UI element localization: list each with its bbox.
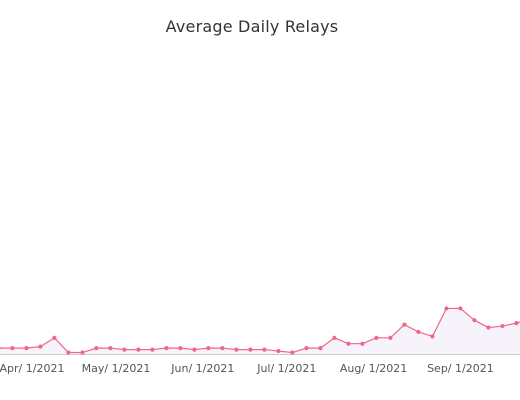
data-point [360,341,365,346]
data-point [472,318,477,323]
data-point [206,346,211,351]
data-point [178,346,183,351]
data-point [444,306,449,311]
data-point [80,350,85,355]
data-point [52,335,57,340]
data-point [402,322,407,327]
data-point [94,346,99,351]
data-point [24,346,29,351]
x-tick-label: Jun/ 1/2021 [170,362,234,375]
data-point [388,335,393,340]
data-point [234,347,239,352]
data-point [108,346,113,351]
data-point [164,346,169,351]
data-point [150,347,155,352]
data-point [276,348,281,354]
data-point [304,346,309,351]
data-point [416,329,421,335]
data-point [500,323,505,329]
x-tick-labels: Apr/ 1/2021 May/ 1/2021 Jun/ 1/2021 Jul/ 1/… [0,362,494,375]
data-point [514,321,519,326]
data-point [290,350,295,355]
data-point [136,347,141,352]
series-area-fill [0,308,520,354]
data-point [122,347,127,352]
data-point [430,334,435,339]
data-point [332,335,337,340]
x-tick-label: May/ 1/2021 [82,362,151,375]
chart-title: Average Daily Relays [165,17,339,36]
data-point [192,347,197,352]
x-tick-label: Sep/ 1/2021 [427,362,494,375]
x-tick-label: Aug/ 1/2021 [340,362,407,375]
data-point [0,346,1,350]
data-point [374,335,379,340]
x-tick-label: Apr/ 1/2021 [0,362,64,375]
series-layer [0,307,520,354]
data-point [262,347,267,352]
data-point [318,346,323,351]
marker-layer [0,306,519,355]
data-point [458,306,463,311]
data-point [486,325,491,330]
x-tick-label: Jul/ 1/2021 [256,362,316,375]
data-point [38,344,43,349]
data-point [248,347,253,352]
data-point [346,341,351,346]
data-point [66,350,71,355]
data-point [10,346,15,351]
data-point [220,346,225,351]
